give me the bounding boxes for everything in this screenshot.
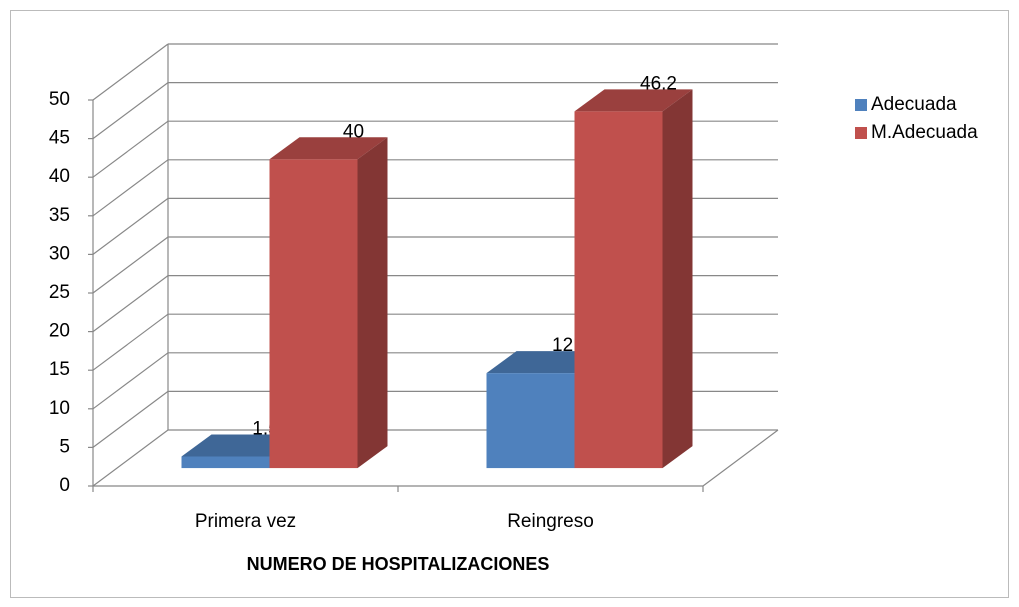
grid-line bbox=[92, 429, 169, 487]
grid-line bbox=[92, 197, 169, 255]
legend-swatch bbox=[855, 99, 867, 111]
chart-border bbox=[10, 10, 1009, 598]
data-label: 46.2 bbox=[640, 73, 677, 94]
y-tick-label: 5 bbox=[59, 436, 70, 457]
y-tick-label: 15 bbox=[49, 359, 70, 380]
grid-line bbox=[92, 82, 169, 140]
legend-label: M.Adecuada bbox=[871, 122, 978, 143]
bar-side bbox=[662, 89, 693, 469]
y-tick-label: 25 bbox=[49, 282, 70, 303]
grid-line bbox=[92, 43, 169, 101]
x-tick-label: Primera vez bbox=[195, 511, 296, 532]
bar bbox=[574, 111, 663, 469]
y-tick-label: 45 bbox=[49, 128, 70, 149]
bar-side bbox=[357, 137, 388, 469]
legend-swatch bbox=[855, 127, 867, 139]
bar-top bbox=[269, 137, 388, 160]
y-tick-label: 30 bbox=[49, 243, 70, 264]
bar bbox=[269, 159, 358, 469]
y-tick-label: 35 bbox=[49, 205, 70, 226]
grid-line bbox=[92, 120, 169, 178]
x-tick-label: Reingreso bbox=[507, 511, 594, 532]
bar bbox=[181, 456, 270, 469]
grid-line bbox=[92, 390, 169, 448]
grid-line bbox=[92, 352, 169, 410]
y-tick-label: 20 bbox=[49, 321, 70, 342]
y-tick-label: 40 bbox=[49, 166, 70, 187]
grid-line bbox=[92, 313, 169, 371]
x-axis-title: NUMERO DE HOSPITALIZACIONES bbox=[247, 554, 550, 574]
grid-line bbox=[92, 159, 169, 217]
y-tick-label: 10 bbox=[49, 398, 70, 419]
y-tick-label: 50 bbox=[49, 89, 70, 110]
data-label: 40 bbox=[343, 121, 364, 142]
grid-line bbox=[92, 236, 169, 294]
grid-line bbox=[92, 275, 169, 333]
bar-top bbox=[574, 89, 693, 112]
bar bbox=[486, 373, 575, 469]
y-tick-label: 0 bbox=[59, 475, 70, 496]
legend-label: Adecuada bbox=[871, 94, 957, 115]
floor-edge bbox=[702, 429, 779, 487]
